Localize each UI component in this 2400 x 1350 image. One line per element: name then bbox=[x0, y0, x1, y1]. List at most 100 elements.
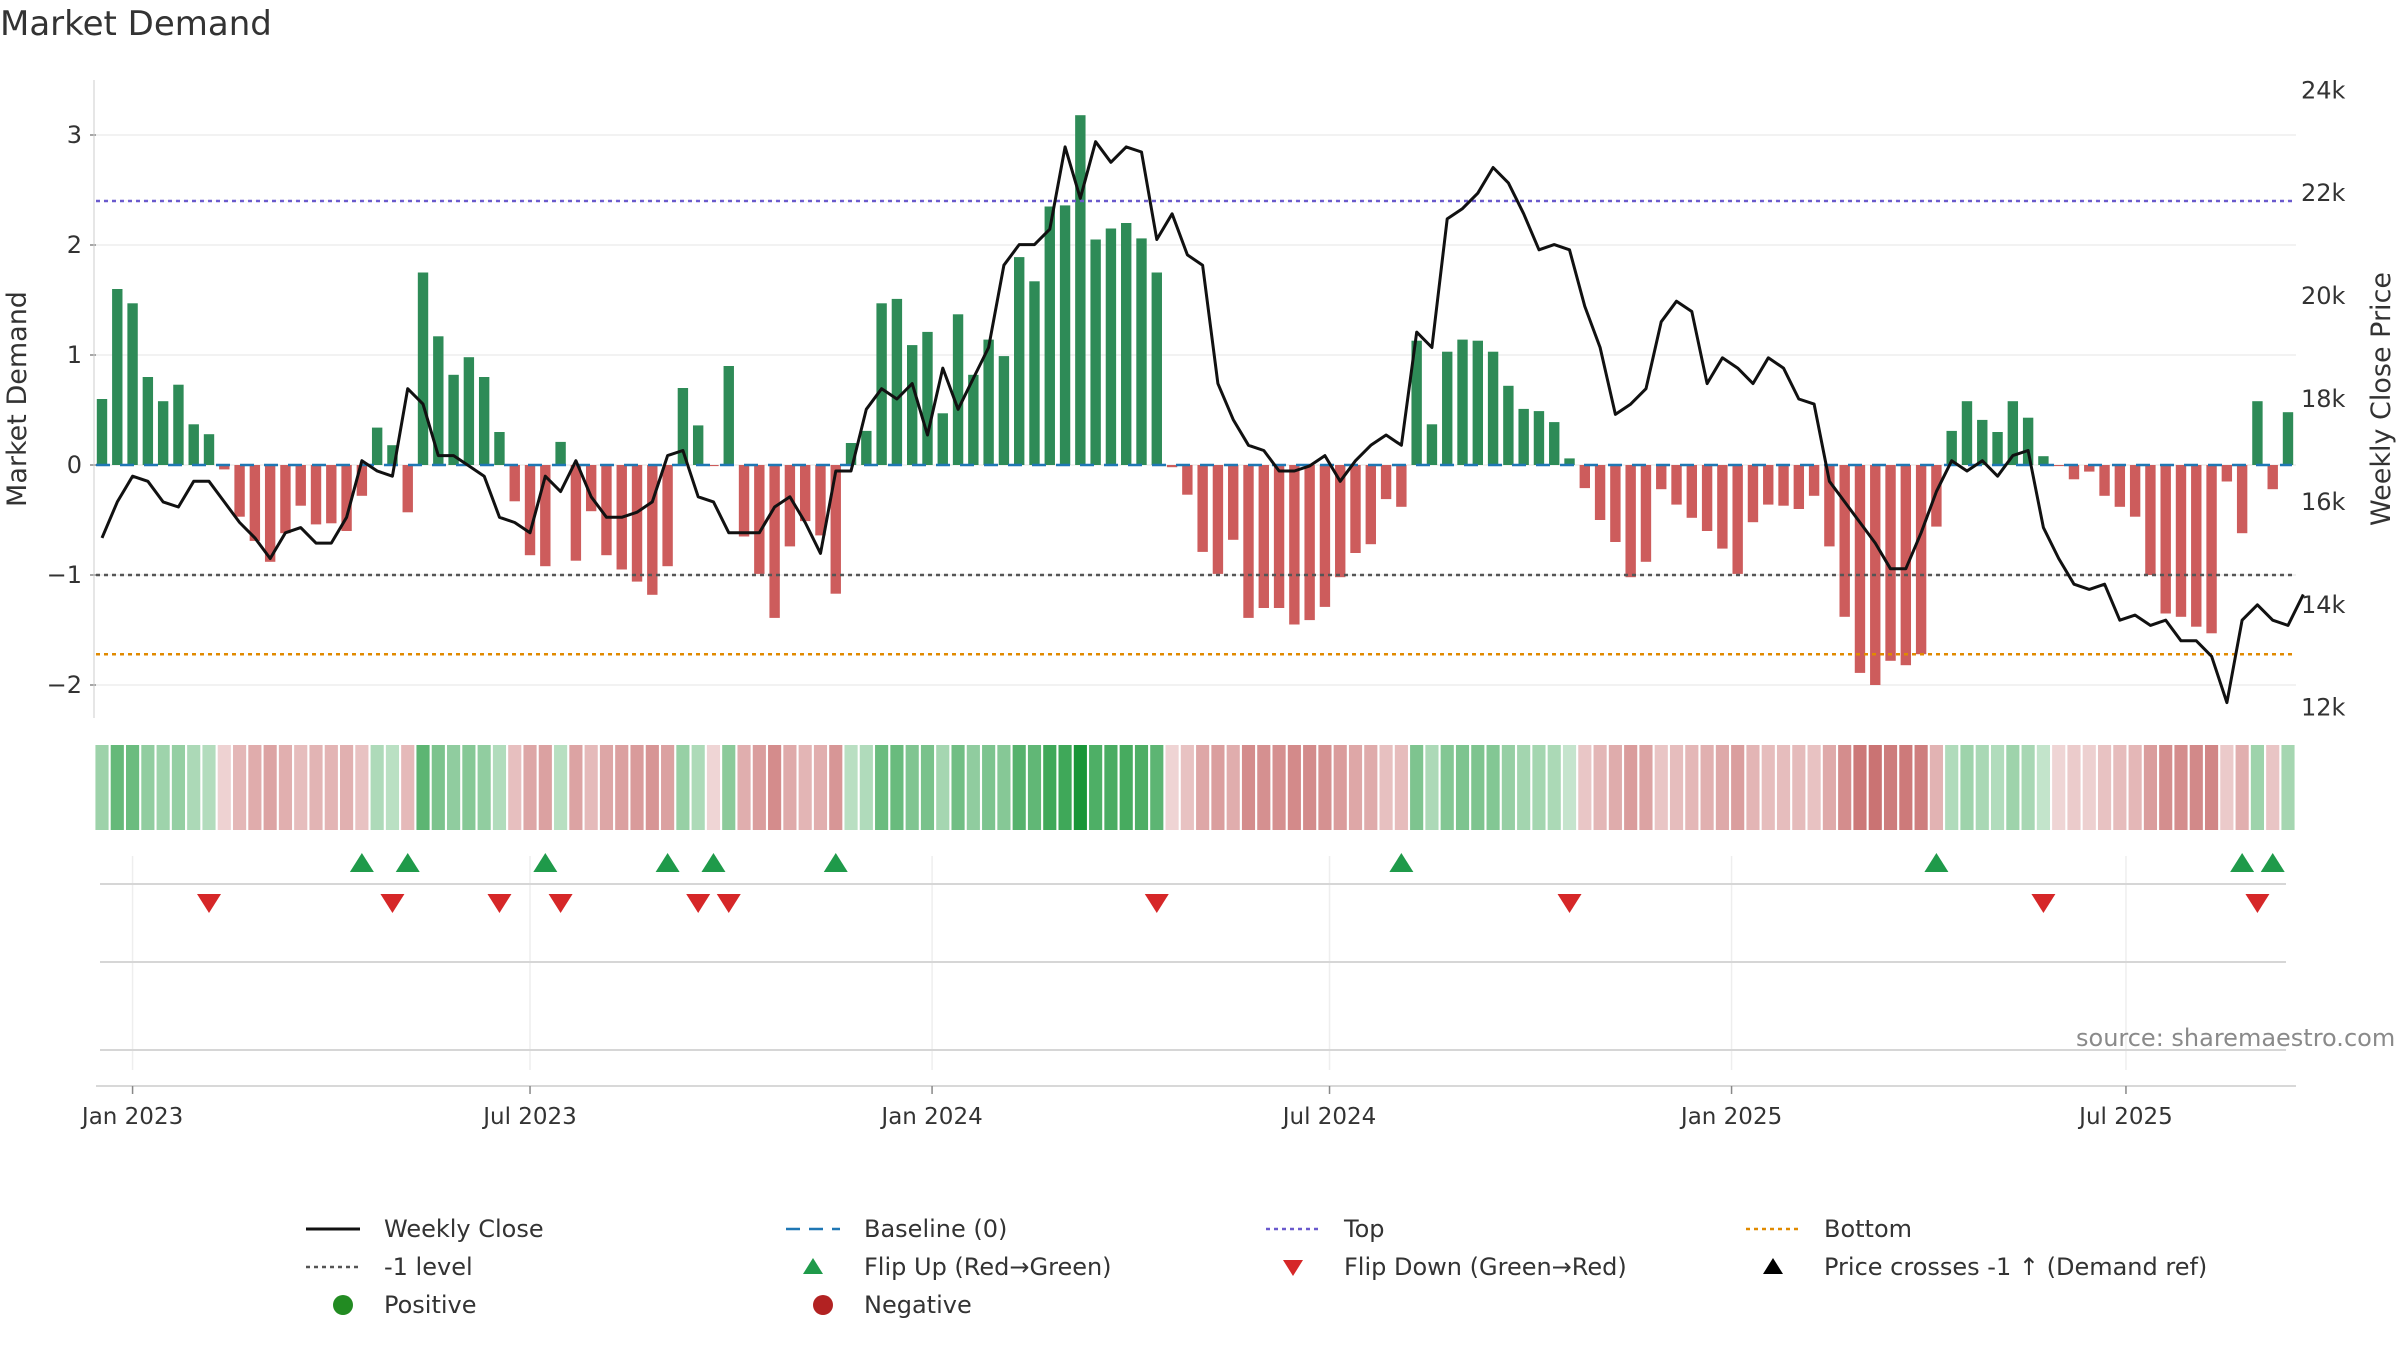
heat-cell bbox=[1914, 745, 1928, 830]
demand-bar bbox=[1212, 465, 1224, 574]
x-tick-label: Jul 2024 bbox=[1281, 1104, 1377, 1130]
demand-bar bbox=[1977, 419, 1988, 465]
demand-bar bbox=[127, 303, 138, 465]
heat-cell bbox=[1379, 745, 1393, 830]
demand-bar bbox=[601, 465, 612, 556]
heat-cell bbox=[661, 745, 675, 830]
demand-bar bbox=[1090, 239, 1101, 465]
heat-cell bbox=[294, 745, 308, 830]
demand-bar bbox=[1533, 411, 1545, 465]
heat-cell bbox=[2036, 745, 2050, 830]
demand-bar bbox=[983, 339, 994, 465]
heat-cell bbox=[768, 745, 782, 830]
heat-cell bbox=[1929, 745, 1943, 830]
heat-cell bbox=[217, 745, 231, 830]
demand-bar bbox=[570, 465, 582, 561]
demand-bar bbox=[677, 388, 689, 465]
heat-cell bbox=[1455, 745, 1470, 830]
y-tick-label: 1 bbox=[67, 341, 82, 369]
heat-cell bbox=[1517, 745, 1531, 830]
heat-cell bbox=[1746, 745, 1760, 830]
heat-cell bbox=[2174, 745, 2188, 830]
demand-bar bbox=[1472, 340, 1483, 465]
heat-cell bbox=[1119, 745, 1133, 830]
heat-cell bbox=[1226, 745, 1240, 830]
demand-bar bbox=[387, 445, 398, 465]
y-tick-label: −1 bbox=[47, 561, 82, 589]
demand-bar bbox=[754, 465, 765, 574]
y-axis-title: Market Demand bbox=[2, 291, 33, 507]
demand-bar bbox=[1518, 408, 1529, 465]
y-tick-label: 2 bbox=[67, 231, 82, 259]
legend-negative-label: Negative bbox=[864, 1291, 972, 1319]
heat-cell bbox=[2159, 745, 2173, 830]
heat-cell bbox=[936, 745, 950, 830]
heat-cell bbox=[706, 745, 721, 830]
demand-bar bbox=[1059, 205, 1071, 465]
flip-down-marker bbox=[1557, 894, 1582, 913]
heat-cell bbox=[492, 745, 507, 830]
demand-bar bbox=[1549, 422, 1560, 465]
heat-cell bbox=[1945, 745, 1959, 830]
demand-bar bbox=[2267, 465, 2278, 490]
demand-bar bbox=[2084, 465, 2095, 472]
heat-cell bbox=[1333, 745, 1347, 830]
heat-cell bbox=[1593, 745, 1607, 830]
flip-down-marker bbox=[2031, 894, 2056, 913]
heat-cell bbox=[554, 745, 568, 830]
heat-cell bbox=[1578, 745, 1592, 830]
heat-cell bbox=[875, 745, 889, 830]
demand-bar bbox=[1579, 465, 1590, 489]
y2-tick-label: 18k bbox=[2301, 385, 2346, 413]
demand-bar bbox=[96, 399, 108, 465]
demand-bar bbox=[524, 465, 536, 556]
flip-up-marker bbox=[1389, 853, 1414, 872]
demand-bar bbox=[1182, 465, 1193, 495]
legend-neg-one-label: -1 level bbox=[384, 1253, 473, 1281]
heat-cell bbox=[263, 745, 277, 830]
demand-bar bbox=[371, 427, 383, 465]
demand-bar bbox=[1151, 272, 1162, 465]
demand-bar bbox=[402, 465, 413, 513]
heat-cell bbox=[202, 745, 216, 830]
heat-cell bbox=[1807, 745, 1821, 830]
heat-cell bbox=[599, 745, 614, 830]
demand-bar bbox=[2038, 456, 2049, 465]
heat-cell bbox=[1303, 745, 1317, 830]
flip-up-marker bbox=[823, 853, 848, 872]
heat-cell bbox=[890, 745, 904, 830]
demand-bar bbox=[448, 374, 459, 465]
heat-cell bbox=[309, 745, 323, 830]
heat-cell bbox=[752, 745, 766, 830]
demand-bar bbox=[631, 465, 643, 582]
heat-cell bbox=[278, 745, 293, 830]
heat-cell bbox=[1868, 745, 1882, 830]
heat-cell bbox=[859, 745, 873, 830]
y2-axis-title: Weekly Close Price bbox=[2366, 272, 2397, 526]
demand-bar bbox=[1304, 465, 1315, 621]
demand-bar bbox=[845, 443, 857, 465]
demand-bar bbox=[1992, 432, 2003, 465]
demand-bar bbox=[2007, 401, 2019, 465]
heat-cell bbox=[1272, 745, 1286, 830]
heat-cell bbox=[1822, 745, 1836, 830]
demand-bar bbox=[264, 465, 276, 562]
demand-bar bbox=[830, 465, 841, 594]
heat-cell bbox=[829, 745, 843, 830]
demand-bar bbox=[1564, 458, 1575, 465]
demand-bar bbox=[1014, 257, 1025, 465]
demand-bar bbox=[799, 465, 811, 522]
heat-cell bbox=[920, 745, 935, 830]
heat-cell bbox=[1058, 745, 1072, 830]
x-tick-label: Jul 2025 bbox=[2077, 1104, 2173, 1130]
heat-cell bbox=[1196, 745, 1210, 830]
heat-cell bbox=[2082, 745, 2096, 830]
demand-bar bbox=[1487, 351, 1499, 465]
heat-cell bbox=[1883, 745, 1898, 830]
demand-bar bbox=[1411, 340, 1422, 465]
flip-up-marker bbox=[2260, 853, 2285, 872]
heat-cell bbox=[2235, 745, 2249, 830]
demand-bar bbox=[2236, 465, 2248, 534]
demand-bar bbox=[2175, 465, 2187, 617]
heat-cell bbox=[1257, 745, 1271, 830]
